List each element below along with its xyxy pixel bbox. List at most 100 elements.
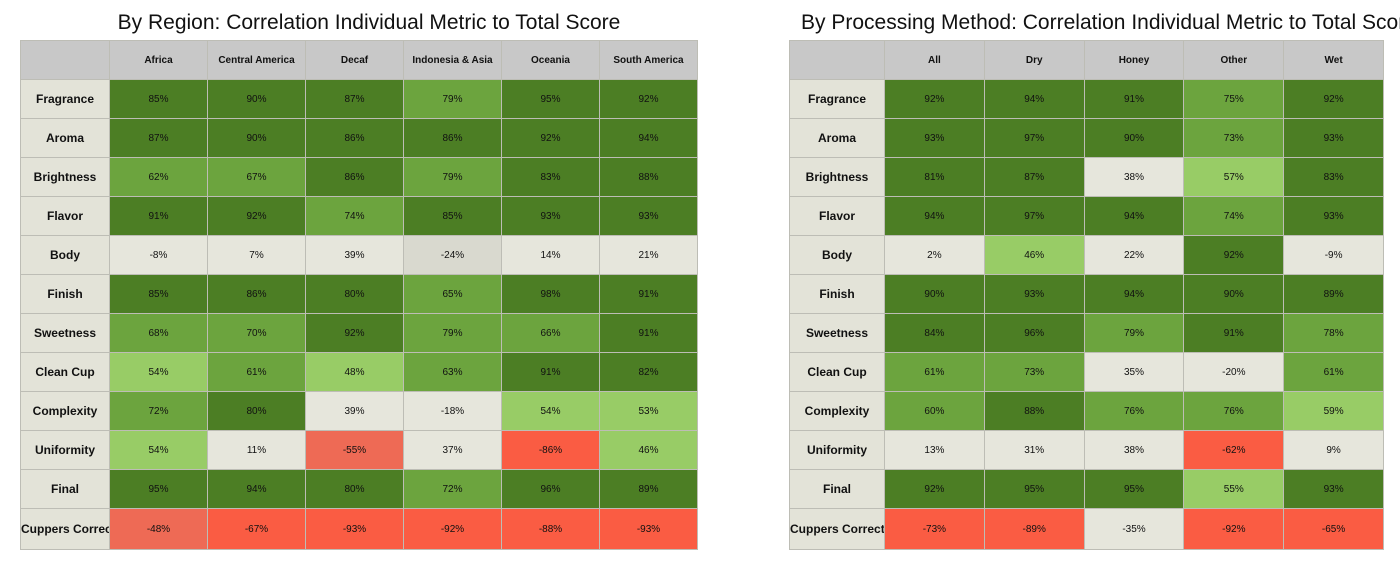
heatmap-cell-uniformity-africa: 54% [109, 430, 208, 470]
row-label-finish: Finish [20, 274, 110, 314]
heatmap-cell-clean-cup-south-america: 82% [599, 352, 698, 392]
heatmap-cell-final-central-america: 94% [207, 469, 306, 509]
heatmap-cell-final-decaf: 80% [305, 469, 404, 509]
heatmap-cell-aroma-honey: 90% [1083, 118, 1185, 158]
heatmap-cell-finish-indonesia-and-asia: 65% [403, 274, 502, 314]
heatmap-row-complexity: Complexity 72% 80% 39% -18% 54% 53% [20, 391, 698, 431]
region-header-row: Africa Central America Decaf Indonesia & As… [20, 40, 698, 80]
row-label-finish: Finish [789, 274, 885, 314]
column-header-dry: Dry [983, 40, 1085, 80]
heatmap-cell-fragrance-central-america: 90% [207, 79, 306, 119]
heatmap-cell-sweetness-dry: 96% [983, 313, 1085, 353]
heatmap-cell-aroma-central-america: 90% [207, 118, 306, 158]
heatmap-row-clean-cup: Clean Cup 61% 73% 35% -20% 61% [789, 352, 1384, 392]
heatmap-cell-clean-cup-honey: 35% [1083, 352, 1185, 392]
heatmap-row-brightness: Brightness 81% 87% 38% 57% 83% [789, 157, 1384, 197]
heatmap-cell-body-africa: -8% [109, 235, 208, 275]
heatmap-cell-aroma-indonesia-and-asia: 86% [403, 118, 502, 158]
heatmap-cell-aroma-south-america: 94% [599, 118, 698, 158]
heatmap-cell-cuppers-correction-other: -92% [1183, 508, 1285, 550]
heatmap-cell-sweetness-africa: 68% [109, 313, 208, 353]
heatmap-cell-finish-south-america: 91% [599, 274, 698, 314]
region-heatmap-body: Fragrance 85% 90% 87% 79% 95% 92% Aroma 87% 90% 86… [20, 79, 698, 550]
heatmap-cell-complexity-central-america: 80% [207, 391, 306, 431]
heatmap-row-flavor: Flavor 94% 97% 94% 74% 93% [789, 196, 1384, 236]
heatmap-cell-aroma-decaf: 86% [305, 118, 404, 158]
heatmap-cell-aroma-all: 93% [884, 118, 985, 158]
heatmap-cell-flavor-central-america: 92% [207, 196, 306, 236]
heatmap-cell-aroma-oceania: 92% [501, 118, 600, 158]
row-label-flavor: Flavor [789, 196, 885, 236]
heatmap-row-clean-cup: Clean Cup 54% 61% 48% 63% 91% 82% [20, 352, 698, 392]
heatmap-cell-flavor-oceania: 93% [501, 196, 600, 236]
heatmap-cell-complexity-south-america: 53% [599, 391, 698, 431]
heatmap-cell-uniformity-dry: 31% [983, 430, 1085, 470]
row-label-clean-cup: Clean Cup [20, 352, 110, 392]
heatmap-cell-flavor-africa: 91% [109, 196, 208, 236]
heatmap-cell-fragrance-dry: 94% [983, 79, 1085, 119]
heatmap-cell-cuppers-correction-wet: -65% [1283, 508, 1384, 550]
column-header-africa: Africa [109, 40, 208, 80]
region-chart-title: By Region: Correlation Individual Metric… [117, 11, 621, 34]
heatmap-cell-clean-cup-all: 61% [884, 352, 985, 392]
heatmap-row-uniformity: Uniformity 13% 31% 38% -62% 9% [789, 430, 1384, 470]
row-label-complexity: Complexity [789, 391, 885, 431]
heatmap-cell-uniformity-oceania: -86% [501, 430, 600, 470]
heatmap-row-complexity: Complexity 60% 88% 76% 76% 59% [789, 391, 1384, 431]
heatmap-cell-body-honey: 22% [1083, 235, 1185, 275]
heatmap-cell-sweetness-honey: 79% [1083, 313, 1185, 353]
heatmap-cell-brightness-all: 81% [884, 157, 985, 197]
heatmap-cell-aroma-other: 73% [1183, 118, 1285, 158]
heatmap-cell-uniformity-wet: 9% [1283, 430, 1384, 470]
processing-heatmap: All Dry Honey Other Wet Fragrance 92% 94% 91% 75… [789, 40, 1384, 550]
heatmap-cell-flavor-dry: 97% [983, 196, 1085, 236]
region-panel: By Region: Correlation Individual Metric… [20, 0, 698, 550]
heatmap-cell-uniformity-south-america: 46% [599, 430, 698, 470]
heatmap-cell-body-oceania: 14% [501, 235, 600, 275]
heatmap-cell-complexity-all: 60% [884, 391, 985, 431]
heatmap-cell-fragrance-oceania: 95% [501, 79, 600, 119]
heatmap-row-body: Body 2% 46% 22% 92% -9% [789, 235, 1384, 275]
heatmap-cell-brightness-dry: 87% [983, 157, 1085, 197]
column-header-wet: Wet [1283, 40, 1384, 80]
heatmap-cell-flavor-indonesia-and-asia: 85% [403, 196, 502, 236]
row-label-clean-cup: Clean Cup [789, 352, 885, 392]
corner-header-cell [789, 40, 885, 80]
heatmap-cell-sweetness-wet: 78% [1283, 313, 1384, 353]
heatmap-row-final: Final 95% 94% 80% 72% 96% 89% [20, 469, 698, 509]
row-label-body: Body [20, 235, 110, 275]
heatmap-cell-cuppers-correction-oceania: -88% [501, 508, 600, 550]
row-label-fragrance: Fragrance [20, 79, 110, 119]
heatmap-cell-clean-cup-dry: 73% [983, 352, 1085, 392]
heatmap-cell-complexity-wet: 59% [1283, 391, 1384, 431]
heatmap-cell-clean-cup-central-america: 61% [207, 352, 306, 392]
heatmap-cell-cuppers-correction-central-america: -67% [207, 508, 306, 550]
heatmap-cell-body-wet: -9% [1283, 235, 1384, 275]
column-header-all: All [884, 40, 985, 80]
heatmap-cell-body-other: 92% [1183, 235, 1285, 275]
heatmap-cell-flavor-south-america: 93% [599, 196, 698, 236]
row-label-sweetness: Sweetness [20, 313, 110, 353]
column-header-honey: Honey [1083, 40, 1185, 80]
processing-chart-title: By Processing Method: Correlation Indivi… [801, 11, 1400, 34]
row-label-cuppers-correction: Cuppers Correction [789, 508, 885, 550]
heatmap-cell-final-dry: 95% [983, 469, 1085, 509]
heatmap-cell-fragrance-other: 75% [1183, 79, 1285, 119]
heatmap-cell-fragrance-africa: 85% [109, 79, 208, 119]
heatmap-cell-fragrance-south-america: 92% [599, 79, 698, 119]
heatmap-cell-uniformity-honey: 38% [1083, 430, 1185, 470]
heatmap-cell-aroma-dry: 97% [983, 118, 1085, 158]
heatmap-cell-sweetness-decaf: 92% [305, 313, 404, 353]
heatmap-row-uniformity: Uniformity 54% 11% -55% 37% -86% 46% [20, 430, 698, 470]
heatmap-cell-uniformity-all: 13% [884, 430, 985, 470]
heatmap-cell-complexity-decaf: 39% [305, 391, 404, 431]
heatmap-row-flavor: Flavor 91% 92% 74% 85% 93% 93% [20, 196, 698, 236]
column-header-south-america: South America [599, 40, 698, 80]
heatmap-row-sweetness: Sweetness 68% 70% 92% 79% 66% 91% [20, 313, 698, 353]
heatmap-cell-aroma-africa: 87% [109, 118, 208, 158]
heatmap-cell-fragrance-decaf: 87% [305, 79, 404, 119]
heatmap-cell-clean-cup-decaf: 48% [305, 352, 404, 392]
heatmap-cell-flavor-wet: 93% [1283, 196, 1384, 236]
heatmap-cell-clean-cup-indonesia-and-asia: 63% [403, 352, 502, 392]
heatmap-cell-clean-cup-wet: 61% [1283, 352, 1384, 392]
